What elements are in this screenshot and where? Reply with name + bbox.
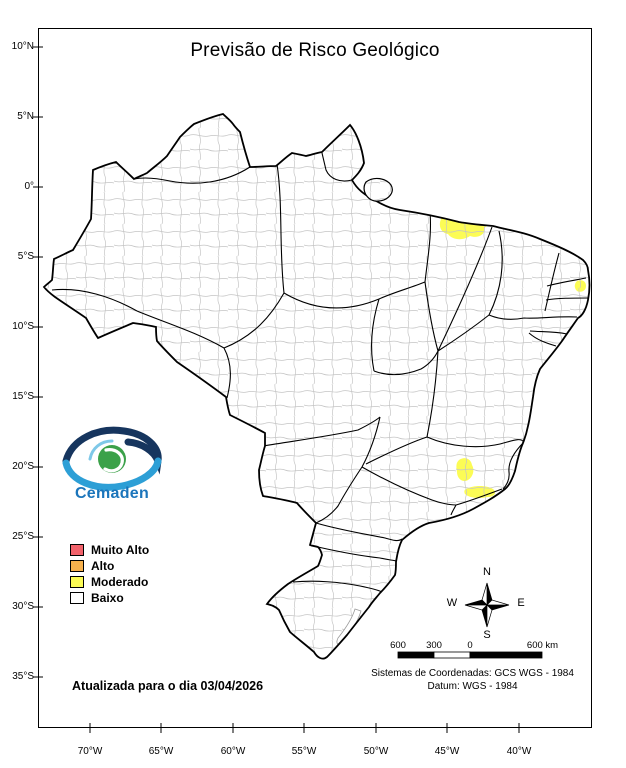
- lon-label: 45°W: [434, 746, 460, 757]
- compass-n-label: N: [483, 566, 491, 578]
- lat-label: 10°N: [11, 41, 34, 52]
- compass-rose: [464, 582, 510, 628]
- compass-s-label: S: [483, 629, 491, 641]
- lat-label: 20°S: [12, 461, 34, 472]
- legend-swatch-muito-alto: [70, 544, 84, 556]
- legend-swatch-moderado: [70, 576, 84, 588]
- legend-item: Moderado: [70, 575, 148, 589]
- compass-e-label: E: [517, 597, 525, 609]
- scale-label: 300: [426, 640, 442, 651]
- lat-label: 5°S: [17, 251, 34, 262]
- legend-label: Muito Alto: [91, 543, 150, 557]
- scale-bar: [397, 651, 543, 659]
- legend-item: Baixo: [70, 591, 124, 605]
- legend-swatch-alto: [70, 560, 84, 572]
- lat-label: 15°S: [12, 391, 34, 402]
- lon-label: 50°W: [363, 746, 389, 757]
- legend-label: Alto: [91, 559, 115, 573]
- compass-w-label: W: [446, 597, 458, 609]
- lat-label: 25°S: [12, 531, 34, 542]
- lon-label: 70°W: [77, 746, 103, 757]
- marajo-island: [363, 177, 393, 202]
- legend-item: Alto: [70, 559, 114, 573]
- lon-label: 65°W: [148, 746, 174, 757]
- legend-label: Moderado: [91, 575, 149, 589]
- legend-item: Muito Alto: [70, 543, 149, 557]
- lat-label: 35°S: [12, 671, 34, 682]
- cemaden-logo-icon: [62, 426, 162, 491]
- map-title: Previsão de Risco Geológico: [190, 40, 440, 61]
- lon-label: 55°W: [291, 746, 317, 757]
- cemaden-wordmark: Cemaden: [74, 485, 150, 502]
- state-boundaries: [51, 152, 590, 593]
- scale-label: 600 km: [526, 640, 559, 651]
- lat-label: 0°: [24, 181, 34, 192]
- lat-label: 5°N: [17, 111, 34, 122]
- lat-label: 30°S: [12, 601, 34, 612]
- lon-label: 60°W: [220, 746, 246, 757]
- scale-label: 600: [390, 640, 406, 651]
- map-frame: [38, 28, 592, 728]
- legend-swatch-baixo: [70, 592, 84, 604]
- legend-label: Baixo: [91, 591, 124, 605]
- update-note: Atualizada para o dia 03/04/2026: [72, 679, 264, 693]
- brazil-outline: [42, 113, 591, 660]
- lon-label: 40°W: [506, 746, 532, 757]
- crs-note-line1: Sistemas de Coordenadas: GCS WGS - 1984: [371, 668, 574, 679]
- graticule-ticks: [33, 46, 520, 733]
- scale-label: 0: [467, 640, 473, 651]
- crs-note-line2: Datum: WGS - 1984: [427, 681, 518, 692]
- lat-label: 10°S: [12, 321, 34, 332]
